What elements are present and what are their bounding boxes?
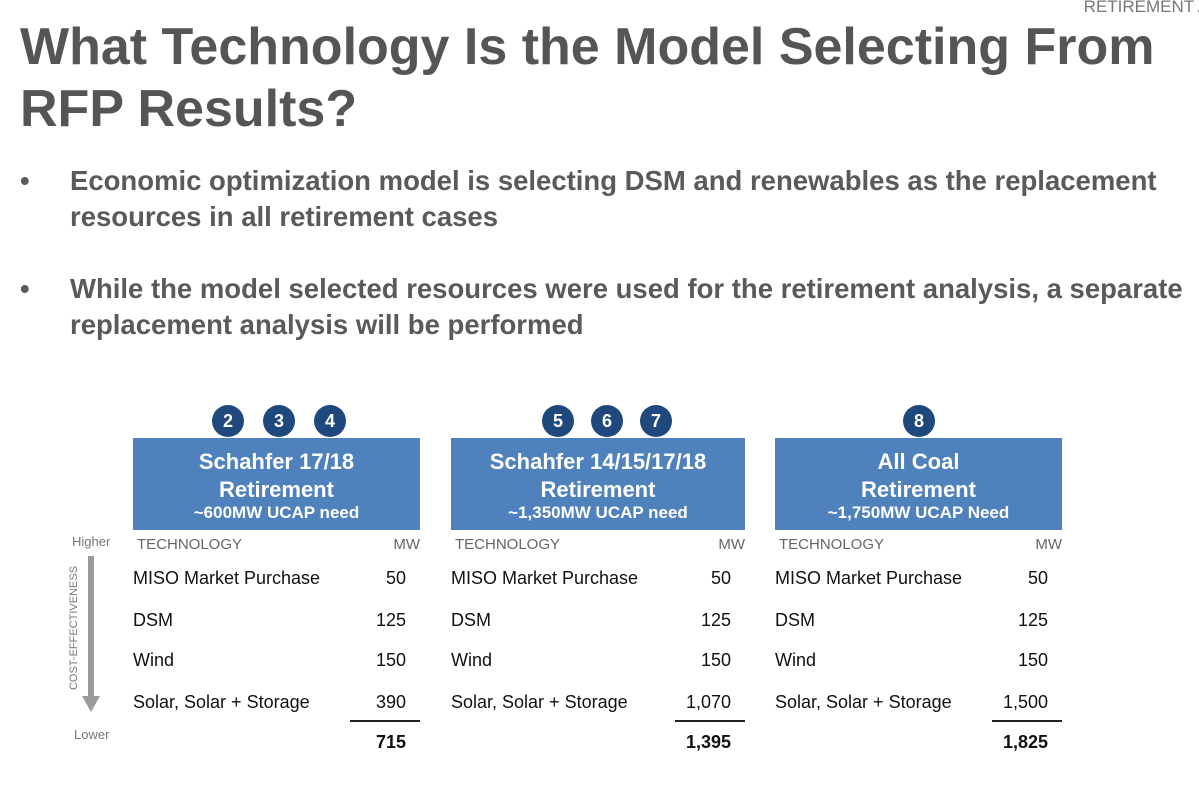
panel-title: Schahfer 17/18 (198, 449, 355, 474)
technology: MISO Market Purchase (775, 568, 963, 588)
column-header: MW (718, 536, 745, 553)
panel-subtitle: Retirement (540, 477, 656, 502)
badge: 7 (640, 405, 672, 437)
technology: Wind (451, 650, 493, 670)
mw: 1,070 (685, 692, 731, 712)
mw: 390 (375, 692, 406, 712)
mw: 125 (700, 610, 731, 630)
panel-title: All Coal (877, 449, 960, 474)
technology: Solar, Solar + Storage (133, 692, 310, 712)
mw: 50 (710, 568, 731, 588)
column-header: MW (393, 536, 420, 553)
bullet-text: Economic optimization model is selecting… (70, 165, 1157, 232)
total-rule (675, 720, 745, 722)
technology: Solar, Solar + Storage (775, 692, 952, 712)
column-header: TECHNOLOGY (137, 536, 243, 553)
total: 1,395 (685, 732, 731, 752)
mw: 50 (1027, 568, 1048, 588)
badge: 6 (591, 405, 623, 437)
bullet: • Economic optimization model is selectin… (20, 163, 1190, 235)
slide-title: What Technology Is the Model Selecting F… (20, 18, 1155, 138)
panel-need: ~1,750MW UCAP Need (827, 503, 1010, 522)
badge: 4 (314, 405, 346, 437)
panel-subtitle: Retirement (861, 477, 976, 502)
technology: MISO Market Purchase (451, 568, 639, 588)
section-label: RETIREMENT A (1083, 0, 1199, 16)
scale-bottom: Lower (74, 727, 110, 742)
mw: 150 (375, 650, 406, 670)
technology: DSM (133, 610, 173, 630)
technology: MISO Market Purchase (133, 568, 321, 588)
total: 1,825 (1002, 732, 1048, 752)
column-header: TECHNOLOGY (779, 536, 885, 553)
bullet-text: While the model selected resources were … (70, 273, 1183, 340)
badge: 2 (212, 405, 244, 437)
mw: 125 (375, 610, 406, 630)
mw: 150 (700, 650, 731, 670)
panel-header: Schahfer 17/18 Retirement ~600MW UCAP need (133, 438, 420, 530)
mw: 150 (1017, 650, 1048, 670)
mw: 50 (385, 568, 406, 588)
panel-header: All Coal Retirement ~1,750MW UCAP Need (775, 438, 1062, 530)
total-rule (350, 720, 420, 722)
technology: DSM (451, 610, 491, 630)
mw: 1,500 (1002, 692, 1048, 712)
badge: 5 (542, 405, 574, 437)
total-rule (992, 720, 1062, 722)
technology: DSM (775, 610, 815, 630)
scale-label: COST-EFFECTIVENESS (68, 565, 80, 691)
bullet: • While the model selected resources were… (20, 271, 1190, 343)
panel-header: Schahfer 14/15/17/18 Retirement ~1,350MW U… (451, 438, 745, 530)
panel-subtitle: Retirement (219, 477, 334, 502)
total: 715 (375, 732, 406, 752)
technology: Wind (775, 650, 817, 670)
technology: Wind (133, 650, 175, 670)
panel-need: ~1,350MW UCAP need (508, 503, 688, 522)
mw: 125 (1017, 610, 1048, 630)
panel-title: Schahfer 14/15/17/18 (489, 449, 707, 474)
technology: Solar, Solar + Storage (451, 692, 628, 712)
badge: 3 (263, 405, 295, 437)
panel-need: ~600MW UCAP need (193, 503, 360, 522)
scale-arrow (82, 556, 100, 712)
scale-top: Higher (72, 534, 111, 549)
column-header: MW (1035, 536, 1062, 553)
column-header: TECHNOLOGY (455, 536, 561, 553)
badge: 8 (903, 405, 935, 437)
